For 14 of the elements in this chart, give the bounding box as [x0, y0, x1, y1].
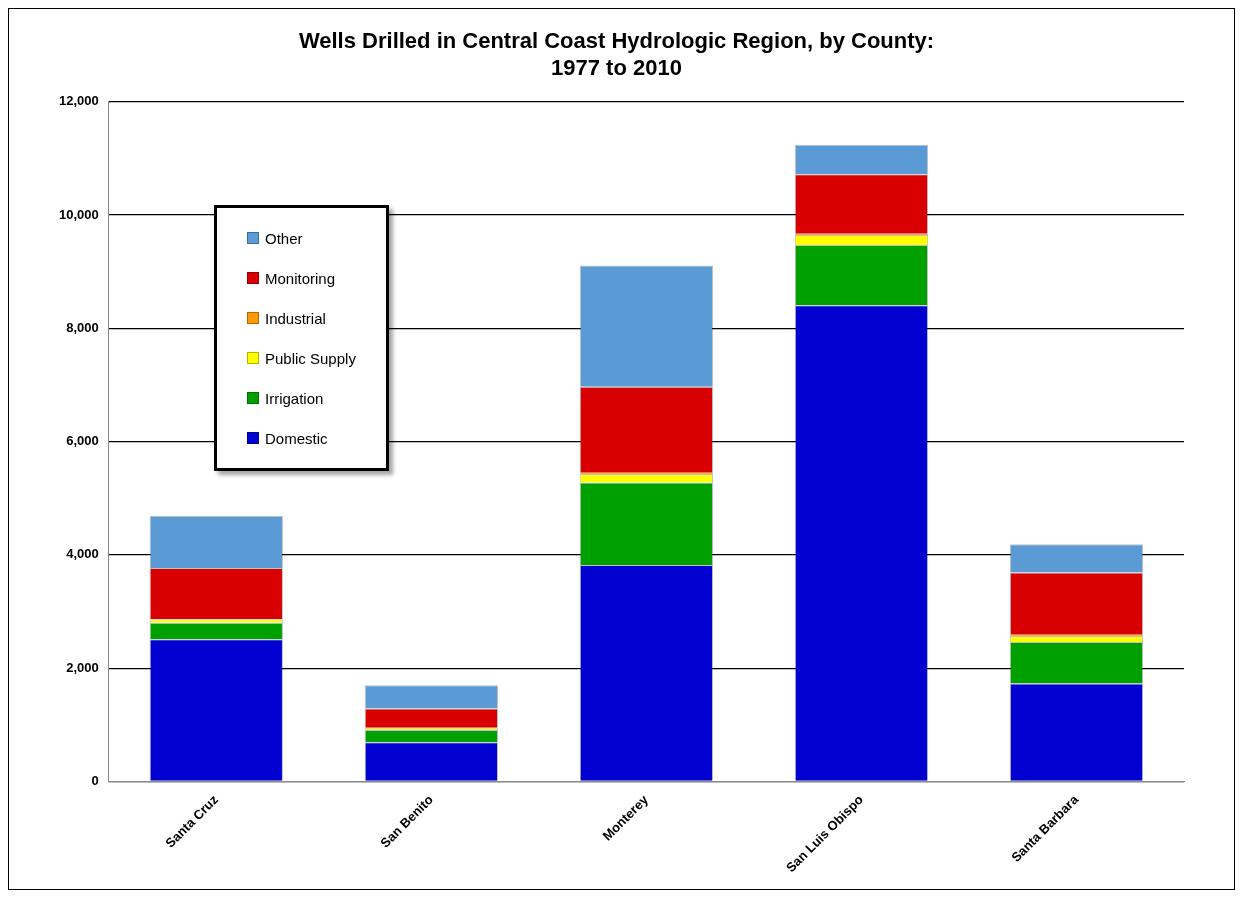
legend-label: Industrial: [265, 309, 326, 327]
chart-title: Wells Drilled in Central Coast Hydrologic Region, by County: 1977 to 2010: [298, 28, 935, 80]
y-tick-label: 10,000: [59, 206, 99, 222]
y-tick-label: 4,000: [66, 546, 99, 562]
y-tick-label: 6,000: [66, 433, 99, 449]
legend-label: Monitoring: [265, 269, 336, 287]
y-tick-label: 2,000: [66, 659, 99, 675]
legend-label: Public Supply: [265, 349, 356, 367]
y-tick-label: 0: [91, 773, 99, 789]
legend-label: Irrigation: [265, 389, 324, 407]
y-tick-label: 12,000: [59, 93, 99, 109]
legend-label: Other: [265, 229, 303, 247]
legend-label: Domestic: [265, 429, 328, 447]
y-tick-label: 8,000: [66, 319, 99, 335]
